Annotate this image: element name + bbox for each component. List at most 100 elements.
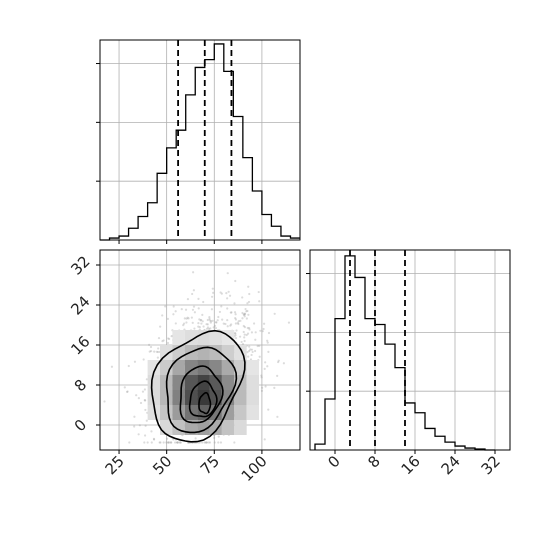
scatter-point <box>180 308 183 311</box>
joint-ytick-label-0: 0 <box>71 416 90 435</box>
scatter-point <box>208 319 211 322</box>
scatter-point <box>198 441 201 444</box>
scatter-point <box>153 350 156 353</box>
density-cell <box>184 420 198 435</box>
scatter-point <box>243 339 246 343</box>
scatter-point <box>137 397 140 400</box>
scatter-point <box>248 349 251 353</box>
scatter-point <box>170 441 173 444</box>
scatter-point <box>217 435 220 438</box>
scatter-point <box>193 327 196 330</box>
scatter-point <box>143 388 146 391</box>
scatter-point <box>229 324 232 327</box>
scatter-point <box>241 296 244 299</box>
density-cell <box>246 360 260 375</box>
scatter-point <box>172 438 175 441</box>
scatter-point <box>229 311 232 314</box>
scatter-point <box>166 341 170 345</box>
scatter-point <box>225 292 228 295</box>
scatter-point <box>243 315 246 318</box>
scatter-point <box>233 311 237 314</box>
density-cell <box>172 330 185 345</box>
scatter-point <box>254 331 257 334</box>
scatter-point <box>247 300 251 304</box>
scatter-point <box>264 385 267 388</box>
scatter-point <box>179 441 182 444</box>
joint-xtick-label-3: 100 <box>238 452 271 485</box>
scatter-point <box>213 441 216 444</box>
scatter-point <box>168 337 171 341</box>
scatter-point <box>234 322 237 325</box>
scatter-point <box>263 367 266 370</box>
scatter-point <box>267 350 270 353</box>
scatter-point <box>213 324 217 327</box>
scatter-point <box>248 292 251 296</box>
scatter-point <box>167 441 170 444</box>
scatter-point <box>219 291 222 294</box>
scatter-point <box>215 321 218 324</box>
scatter-point <box>198 318 201 321</box>
scatter-point <box>254 338 257 341</box>
scatter-point <box>208 441 212 444</box>
scatter-point <box>201 313 204 316</box>
scatter-point <box>205 441 208 444</box>
scatter-point <box>164 305 167 308</box>
scatter-point <box>123 386 126 389</box>
right-hist-xtick-label-1: 8 <box>364 452 383 471</box>
scatter-point <box>213 436 216 440</box>
scatter-point <box>233 332 237 335</box>
density-cell <box>147 375 160 390</box>
scatter-point <box>267 408 270 411</box>
scatter-point <box>245 333 248 337</box>
joint-ytick-label-4: 32 <box>67 252 93 278</box>
scatter-point <box>240 340 243 344</box>
scatter-point <box>243 336 246 339</box>
scatter-point <box>185 321 188 324</box>
scatter-point <box>226 325 229 328</box>
density-cell <box>160 405 173 420</box>
scatter-point <box>247 285 250 288</box>
scatter-point <box>276 415 279 418</box>
scatter-point <box>266 365 269 368</box>
right-hist-xtick-label-0: 0 <box>324 452 343 471</box>
right-hist-frame <box>309 249 511 451</box>
scatter-point <box>273 312 276 315</box>
scatter-point <box>137 433 140 436</box>
scatter-point <box>260 374 263 377</box>
scatter-point <box>156 350 160 354</box>
scatter-point <box>277 360 280 364</box>
scatter-point <box>172 313 175 316</box>
scatter-point <box>172 305 175 308</box>
scatter-point <box>224 322 227 326</box>
scatter-point <box>170 335 173 338</box>
scatter-point <box>182 324 185 327</box>
scatter-point <box>148 350 151 353</box>
density-cell <box>160 345 173 360</box>
scatter-point <box>248 326 251 330</box>
scatter-point <box>248 345 251 348</box>
scatter-point <box>251 350 254 354</box>
scatter-point <box>246 326 249 330</box>
joint-xtick-label-0: 25 <box>102 452 128 478</box>
density-cell <box>172 390 185 405</box>
density-cell <box>246 375 260 390</box>
density-cell <box>234 390 247 405</box>
contour-level-4 <box>198 392 212 415</box>
scatter-point <box>103 400 106 403</box>
scatter-point <box>287 321 291 324</box>
scatter-point <box>241 317 244 320</box>
scatter-point <box>174 441 177 444</box>
scatter-point <box>186 316 189 319</box>
scatter-point <box>179 441 182 444</box>
scatter-point <box>234 317 237 320</box>
scatter-point <box>220 305 223 308</box>
density-cell <box>221 420 235 435</box>
scatter-point <box>259 329 262 332</box>
param-2-histogram-panel: 0 8 16 24 32 <box>306 249 511 478</box>
scatter-point <box>239 319 242 322</box>
right-hist-xtick-label-3: 24 <box>438 452 464 478</box>
scatter-point <box>256 344 259 348</box>
density-cell <box>209 420 222 435</box>
scatter-point <box>226 272 229 275</box>
scatter-point <box>246 302 249 305</box>
